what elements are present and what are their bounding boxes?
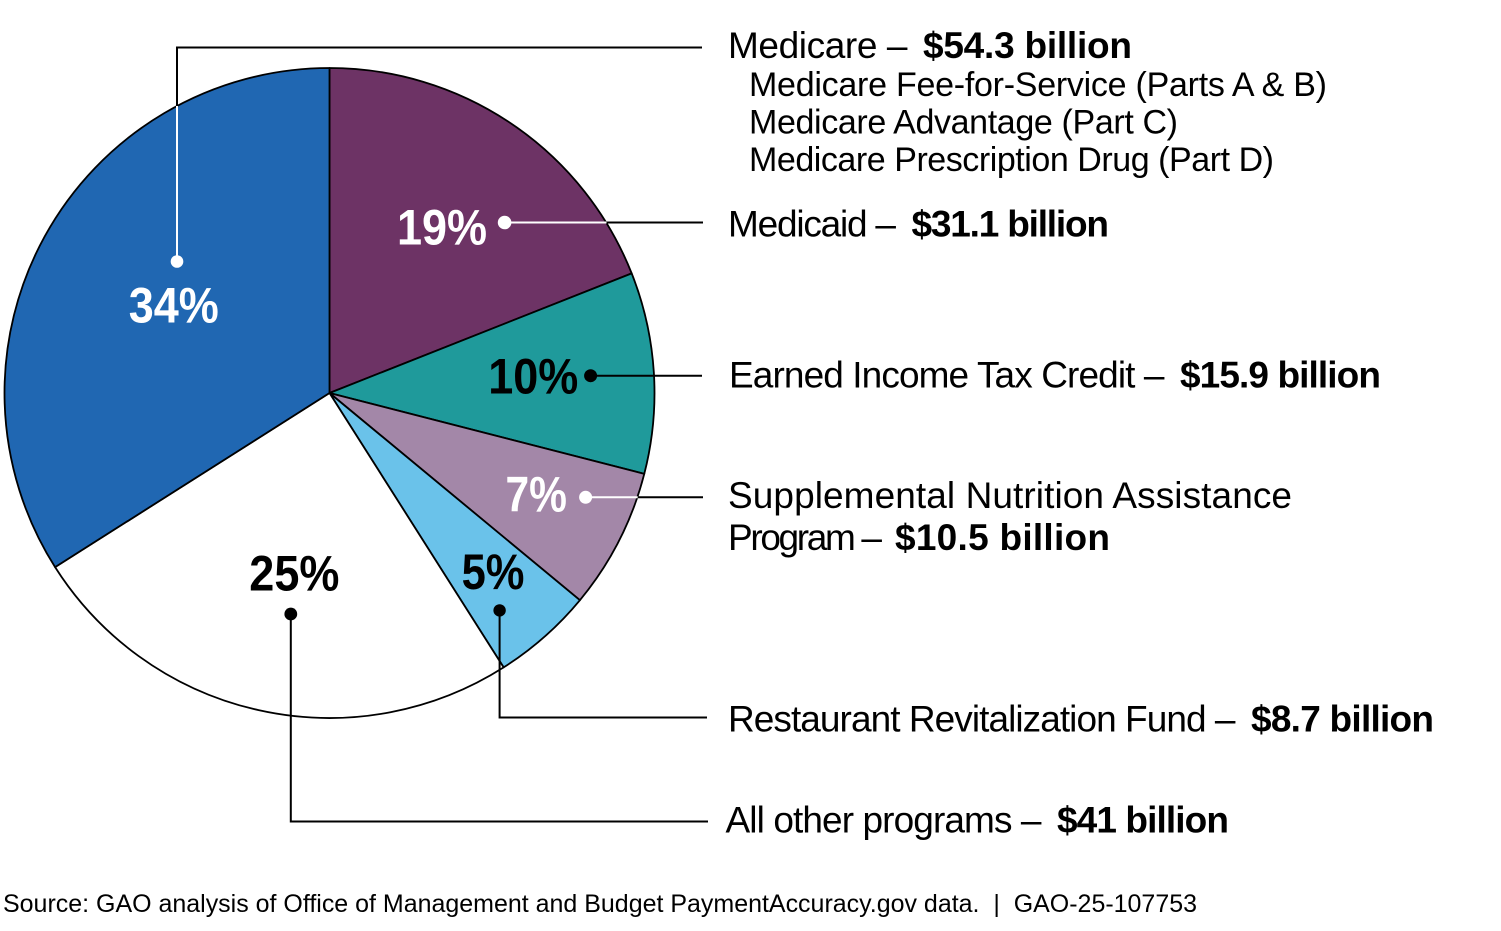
svg-text:Medicaid –: Medicaid – xyxy=(728,204,896,245)
svg-text:$31.1 billion: $31.1 billion xyxy=(912,204,1110,245)
svg-text:Medicare Prescription Drug (Pa: Medicare Prescription Drug (Part D) xyxy=(749,141,1274,179)
svg-text:19%: 19% xyxy=(397,200,487,256)
svg-text:Medicare –: Medicare – xyxy=(728,25,908,66)
svg-text:Source: GAO analysis of Office: Source: GAO analysis of Office of Manage… xyxy=(3,890,1197,918)
svg-text:$8.7 billion: $8.7 billion xyxy=(1251,699,1434,740)
svg-text:All other programs –: All other programs – xyxy=(726,799,1042,840)
svg-text:25%: 25% xyxy=(249,546,339,602)
svg-text:$15.9 billion: $15.9 billion xyxy=(1180,354,1381,395)
svg-text:Medicare Advantage (Part C): Medicare Advantage (Part C) xyxy=(749,104,1178,142)
svg-text:7%: 7% xyxy=(506,466,567,522)
svg-text:$41 billion: $41 billion xyxy=(1057,799,1229,840)
svg-text:34%: 34% xyxy=(129,278,219,334)
svg-text:Earned Income Tax Credit –: Earned Income Tax Credit – xyxy=(729,354,1165,395)
svg-text:Program –: Program – xyxy=(728,517,882,558)
svg-text:$10.5 billion: $10.5 billion xyxy=(895,517,1110,558)
svg-text:Restaurant Revitalization Fund: Restaurant Revitalization Fund – xyxy=(728,699,1236,740)
svg-text:Supplemental Nutrition Assista: Supplemental Nutrition Assistance xyxy=(728,475,1292,516)
svg-text:$54.3 billion: $54.3 billion xyxy=(923,25,1132,66)
svg-text:10%: 10% xyxy=(488,349,578,405)
svg-text:Medicare Fee-for-Service (Part: Medicare Fee-for-Service (Parts A & B) xyxy=(749,66,1327,104)
svg-text:5%: 5% xyxy=(462,544,525,599)
